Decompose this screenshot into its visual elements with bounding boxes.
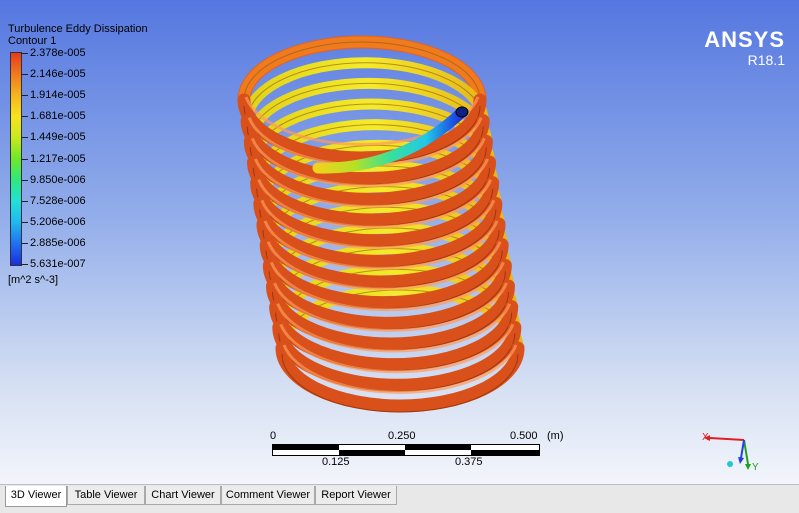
coil-turn-back-edge (246, 62, 484, 121)
legend-variable: Turbulence Eddy Dissipation (8, 23, 148, 35)
axis-triad[interactable]: X Y (700, 428, 770, 478)
triad-x-axis (709, 437, 745, 441)
coil-turn-highlight (263, 220, 499, 270)
scale-label-0125: 0.125 (322, 456, 350, 468)
legend-units: [m^2 s^-3] (8, 274, 59, 286)
triad-y-arrow (745, 464, 751, 470)
legend-level-label: 2.378e-005 (30, 47, 86, 59)
inlet-opening (455, 106, 469, 118)
coil-turn-highlight (273, 282, 508, 332)
triad-x-arrow (704, 435, 710, 441)
coil-render (237, 35, 525, 413)
triad-x-label: X (702, 432, 709, 443)
logo-version: R18.1 (747, 52, 785, 68)
coil-turn-front (243, 134, 493, 206)
legend-level-label: 1.681e-005 (30, 110, 86, 123)
coil-turn-front (266, 279, 515, 351)
coil-turn-highlight (276, 303, 512, 353)
coil-turn-front (253, 196, 503, 268)
legend-tick (21, 95, 28, 97)
coil-turn-front (250, 176, 500, 248)
coil-turn-front (247, 155, 496, 227)
legend-tick (21, 74, 28, 76)
coil-turn-highlight (260, 199, 496, 250)
tab-3d-viewer[interactable]: 3D Viewer (5, 486, 67, 507)
triad-z-axis (740, 439, 745, 459)
legend-level-label: 1.217e-005 (30, 152, 86, 165)
coil-turn-highlight (282, 344, 518, 394)
inlet-pipe (312, 106, 468, 174)
tab-chart-viewer[interactable]: Chart Viewer (145, 486, 221, 505)
coil-turn-back-edge (243, 41, 481, 101)
legend-tick (21, 221, 28, 223)
coil-turn-highlight (254, 158, 489, 208)
coil-turn-highlight (250, 137, 486, 188)
legend-level-label: 7.528e-006 (30, 194, 86, 207)
legend-tick (21, 264, 28, 265)
legend-tick (21, 53, 28, 54)
coil-turn-highlight (257, 179, 493, 229)
scale-bar: 0 0.250 0.500 (m) 0.125 0.375 (270, 428, 570, 478)
triad-origin-dot (727, 461, 733, 467)
coil-turn-front (275, 341, 525, 413)
coil-turn-front (237, 93, 487, 165)
legend-level-label: 2.146e-005 (30, 68, 86, 81)
triad-y-label: Y (752, 462, 759, 473)
legend-tick (21, 116, 28, 118)
legend-level-label: 1.914e-005 (30, 89, 86, 102)
tab-table-viewer[interactable]: Table Viewer (67, 486, 145, 505)
legend-level-label: 5.206e-006 (30, 215, 86, 228)
coil-turn-front (240, 114, 490, 186)
scale-bar-graphic (272, 444, 540, 456)
ansys-logo: ANSYS R18.1 (704, 27, 785, 69)
coil-turn-front (262, 258, 512, 330)
scale-unit: (m) (547, 430, 564, 442)
coil-turn-highlight (266, 241, 502, 291)
coil-turn-front (272, 320, 522, 392)
scale-label-0250: 0.250 (388, 430, 416, 442)
coil-turn-front (259, 238, 509, 310)
legend-tick (21, 242, 28, 244)
coil-turn-front (269, 300, 519, 372)
triad-z-arrow (738, 457, 744, 464)
legend-level-label: 9.850e-006 (30, 173, 86, 186)
legend-level-label: 2.885e-006 (30, 236, 86, 249)
viewer-tab-bar: 3D Viewer Table Viewer Chart Viewer Comm… (0, 484, 799, 513)
legend-tick (21, 200, 28, 202)
legend-tick (21, 158, 28, 160)
triad-y-axis (743, 439, 749, 465)
scale-label-0500: 0.500 (510, 430, 538, 442)
legend-title: Turbulence Eddy Dissipation Contour 1 (8, 23, 148, 47)
coil-turn-edge (281, 353, 519, 413)
legend-tick (21, 137, 28, 139)
coil-front-turns (237, 93, 525, 413)
tab-comment-viewer[interactable]: Comment Viewer (221, 486, 315, 505)
coil-turn-highlight (269, 261, 505, 312)
coil-turn-highlight (279, 323, 515, 374)
coil-turn-front (256, 217, 506, 289)
legend-contour-name: Contour 1 (8, 35, 57, 47)
scale-label-0: 0 (270, 430, 277, 442)
scale-label-0375: 0.375 (455, 456, 483, 468)
legend-level-label: 5.631e-007 (30, 258, 86, 270)
legend-level-label: 1.449e-005 (30, 131, 86, 144)
legend-tick (21, 179, 28, 181)
3d-viewport[interactable]: Turbulence Eddy Dissipation Contour 1 2.… (0, 0, 799, 484)
logo-brand: ANSYS (704, 27, 785, 52)
tab-report-viewer[interactable]: Report Viewer (315, 486, 397, 505)
